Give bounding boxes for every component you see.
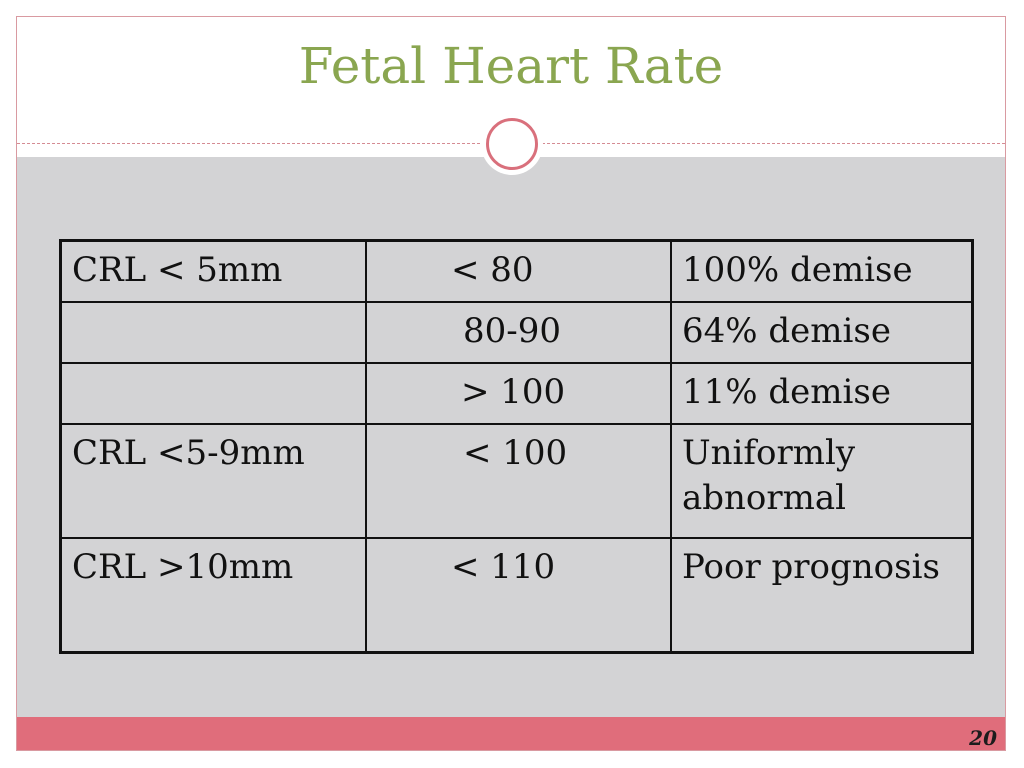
- crl-cell: [59, 301, 367, 364]
- slide-title: Fetal Heart Rate: [298, 37, 724, 95]
- heart-rate-cell: < 100: [365, 423, 672, 539]
- footer-band: 20: [17, 717, 1005, 750]
- heart-rate-cell: > 100: [365, 362, 672, 425]
- outcome-cell: 11% demise: [670, 362, 974, 425]
- table-row: 80-90 64% demise: [59, 301, 974, 364]
- heart-rate-value: < 100: [463, 433, 568, 473]
- heart-rate-value: < 110: [451, 547, 556, 587]
- crl-cell: CRL < 5mm: [59, 239, 367, 303]
- table-row: CRL < 5mm < 80 100% demise: [59, 239, 974, 303]
- heart-rate-value: 80-90: [463, 311, 562, 351]
- table-row: > 100 11% demise: [59, 362, 974, 425]
- table-row: CRL >10mm < 110 Poor prognosis: [59, 537, 974, 654]
- heart-rate-cell: < 80: [365, 239, 672, 303]
- outcome-cell: 100% demise: [670, 239, 974, 303]
- crl-cell: CRL <5-9mm: [59, 423, 367, 539]
- outcome-cell: 64% demise: [670, 301, 974, 364]
- outcome-cell: Uniformly abnormal: [670, 423, 974, 539]
- outcome-cell: Poor prognosis: [670, 537, 974, 654]
- crl-cell: [59, 362, 367, 425]
- heart-rate-value: > 100: [461, 372, 566, 412]
- heart-rate-value: < 80: [451, 250, 534, 290]
- heart-rate-cell: < 110: [365, 537, 672, 654]
- crl-cell: CRL >10mm: [59, 537, 367, 654]
- page-number: 20: [969, 726, 997, 750]
- ornament-ring-icon: [486, 118, 538, 170]
- table-row: CRL <5-9mm < 100 Uniformly abnormal: [59, 423, 974, 539]
- fetal-heart-rate-table: CRL < 5mm < 80 100% demise 80-90 64% dem…: [59, 239, 974, 654]
- heart-rate-cell: 80-90: [365, 301, 672, 364]
